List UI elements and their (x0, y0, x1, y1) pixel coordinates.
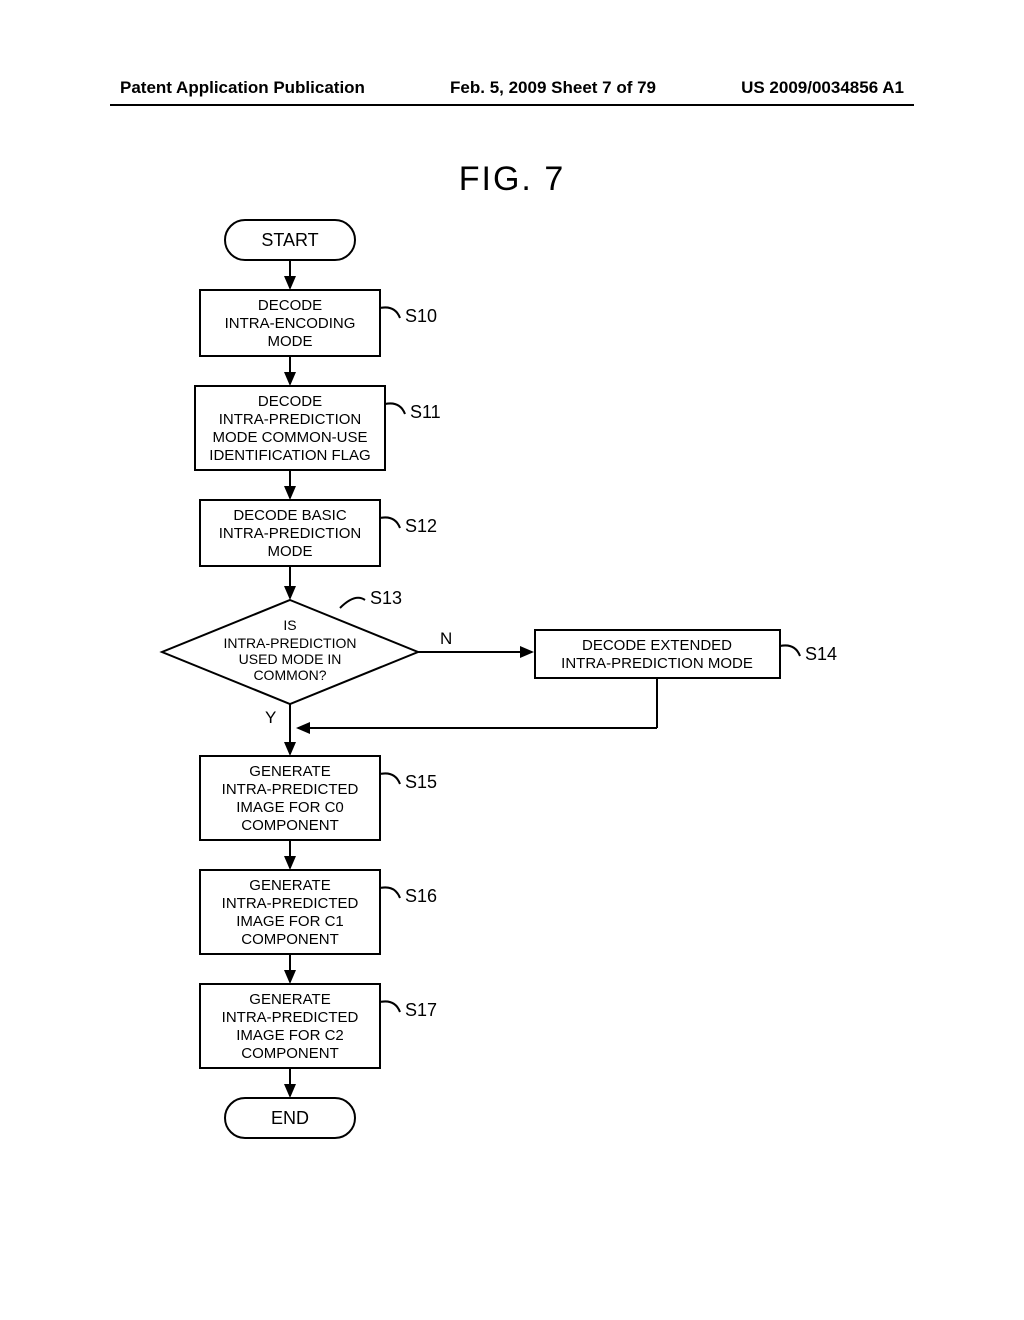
s14-leader (780, 645, 800, 656)
s13-step: S13 (370, 588, 402, 608)
s10-text-l3: MODE (268, 333, 313, 350)
s12-l2: INTRA-PREDICTION (219, 525, 362, 542)
header-left: Patent Application Publication (120, 78, 365, 98)
s10-step: S10 (405, 306, 437, 326)
end-label: END (271, 1108, 309, 1128)
s13-no: N (440, 629, 452, 648)
s10-leader (380, 307, 400, 318)
s15-l3: IMAGE FOR C0 (236, 799, 344, 816)
s11-l2: INTRA-PREDICTION (219, 411, 362, 428)
s12-leader (380, 517, 400, 528)
s16-leader (380, 887, 400, 898)
figure-title: FIG. 7 (0, 160, 1024, 199)
s14-step: S14 (805, 644, 837, 664)
s16-step: S16 (405, 886, 437, 906)
s17-step: S17 (405, 1000, 437, 1020)
header-right: US 2009/0034856 A1 (741, 78, 904, 98)
s12-l1: DECODE BASIC (233, 507, 347, 524)
s16-l3: IMAGE FOR C1 (236, 913, 344, 930)
s12-l3: MODE (268, 543, 313, 560)
header-rule (110, 104, 914, 106)
s13-l2: INTRA-PREDICTION (224, 635, 357, 651)
page-header: Patent Application Publication Feb. 5, 2… (0, 78, 1024, 98)
s15-step: S15 (405, 772, 437, 792)
s16-l2: INTRA-PREDICTED (222, 895, 359, 912)
start-label: START (261, 230, 318, 250)
s10-text-l1: DECODE (258, 297, 322, 314)
s11-l3: MODE COMMON-USE (213, 429, 368, 446)
s17-l4: COMPONENT (241, 1045, 339, 1062)
s17-l2: INTRA-PREDICTED (222, 1009, 359, 1026)
s11-l1: DECODE (258, 393, 322, 410)
s16-l4: COMPONENT (241, 931, 339, 948)
s11-l4: IDENTIFICATION FLAG (209, 447, 370, 464)
s17-l3: IMAGE FOR C2 (236, 1027, 344, 1044)
s13-l3: USED MODE IN (239, 651, 342, 667)
s17-l1: GENERATE (249, 991, 330, 1008)
s10-text-l2: INTRA-ENCODING (225, 315, 356, 332)
s15-l1: GENERATE (249, 763, 330, 780)
s14-l2: INTRA-PREDICTION MODE (561, 655, 753, 672)
s13-yes: Y (265, 708, 276, 727)
s11-leader (385, 403, 405, 414)
s11-step: S11 (410, 402, 441, 422)
s13-leader (340, 598, 365, 608)
s17-leader (380, 1001, 400, 1012)
s15-l2: INTRA-PREDICTED (222, 781, 359, 798)
s13-l4: COMMON? (253, 667, 326, 683)
s14-l1: DECODE EXTENDED (582, 637, 732, 654)
s15-leader (380, 773, 400, 784)
s15-l4: COMPONENT (241, 817, 339, 834)
s12-step: S12 (405, 516, 437, 536)
s16-l1: GENERATE (249, 877, 330, 894)
flowchart: START DECODE INTRA-ENCODING MODE S10 DEC… (0, 210, 1024, 1270)
s13-l1: IS (283, 617, 296, 633)
header-center: Feb. 5, 2009 Sheet 7 of 79 (450, 78, 656, 98)
